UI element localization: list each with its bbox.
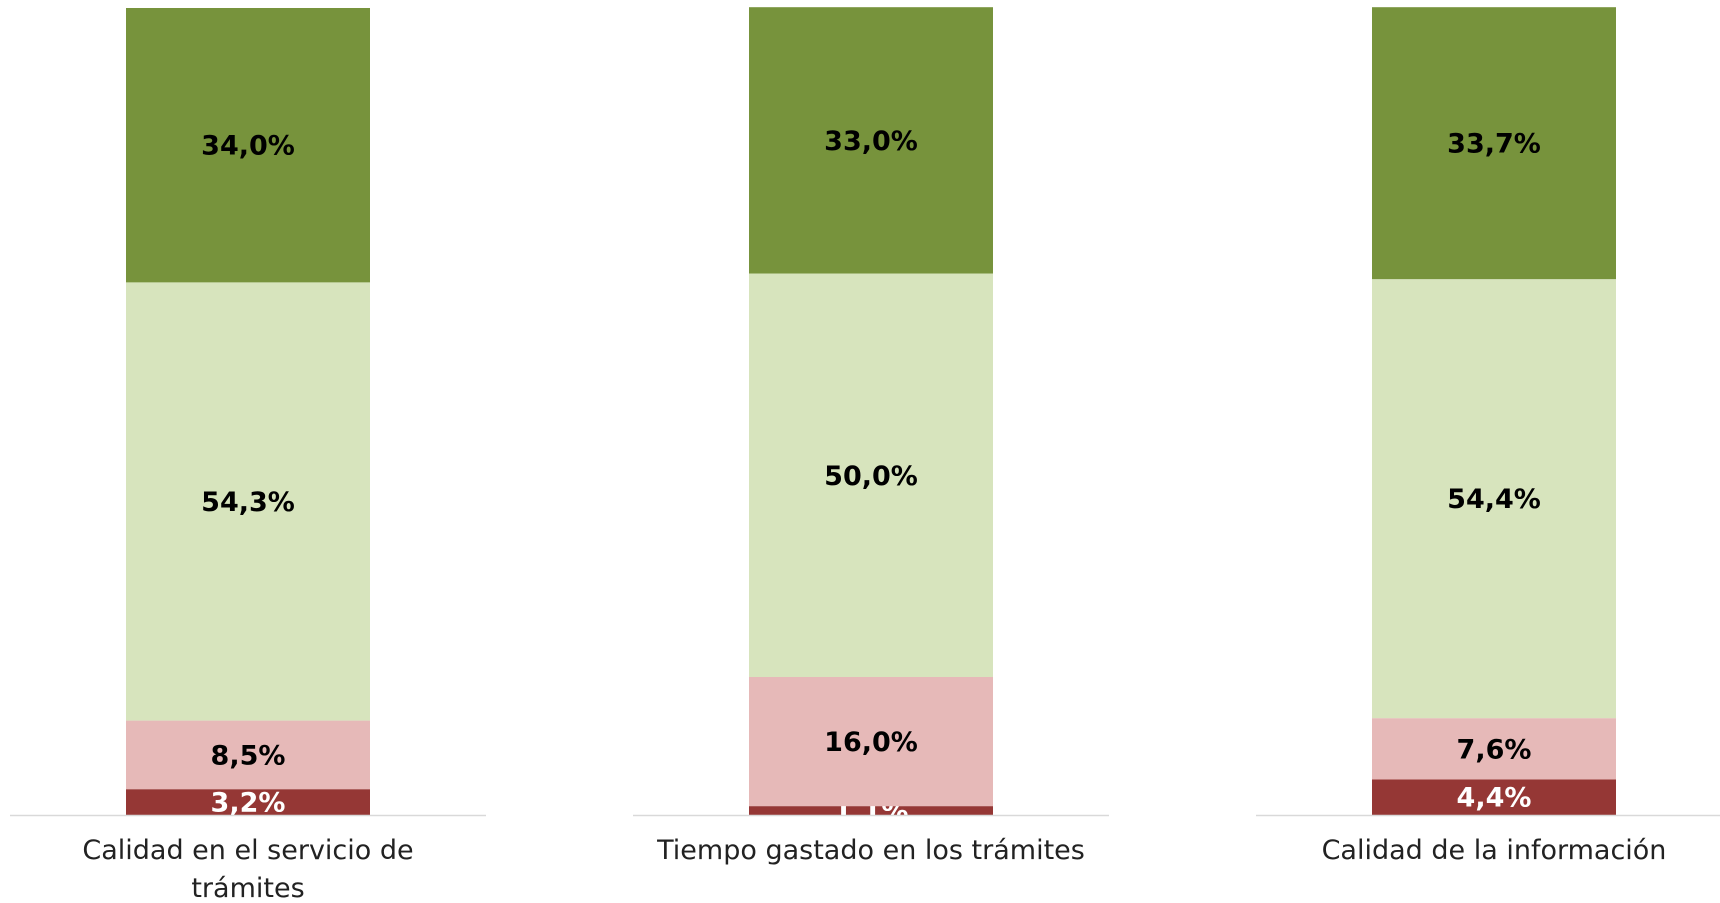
data-label: 8,5% bbox=[211, 740, 286, 771]
bar-segment bbox=[126, 282, 370, 721]
data-label: 54,4% bbox=[1447, 484, 1541, 515]
data-label: 16,0% bbox=[824, 727, 918, 758]
bar-segment bbox=[1372, 779, 1616, 815]
bar-segment bbox=[1372, 718, 1616, 780]
data-label: 50,0% bbox=[824, 461, 918, 492]
bar-segment bbox=[749, 677, 993, 807]
data-label: 54,3% bbox=[201, 487, 295, 518]
bar-segment bbox=[749, 806, 993, 815]
data-label: 7,6% bbox=[1457, 734, 1532, 765]
data-label: 4,4% bbox=[1457, 783, 1532, 814]
bar-segment bbox=[126, 8, 370, 283]
x-tick-label: Tiempo gastado en los trámites bbox=[657, 835, 1085, 866]
data-label: 34,0% bbox=[201, 131, 295, 162]
data-label: 33,7% bbox=[1447, 129, 1541, 160]
x-tick-label: Calidad de la información bbox=[1321, 835, 1667, 866]
x-tick-label: Calidad en el servicio de trámites bbox=[82, 835, 414, 903]
bar-segment bbox=[749, 7, 993, 274]
data-label: 3,2% bbox=[211, 788, 286, 819]
bar-segment bbox=[126, 720, 370, 790]
bar-segment bbox=[1372, 7, 1616, 280]
bar-segment bbox=[749, 273, 993, 678]
data-label: 33,0% bbox=[824, 126, 918, 157]
bar-segment bbox=[126, 789, 370, 815]
bar-segment bbox=[1372, 279, 1616, 719]
